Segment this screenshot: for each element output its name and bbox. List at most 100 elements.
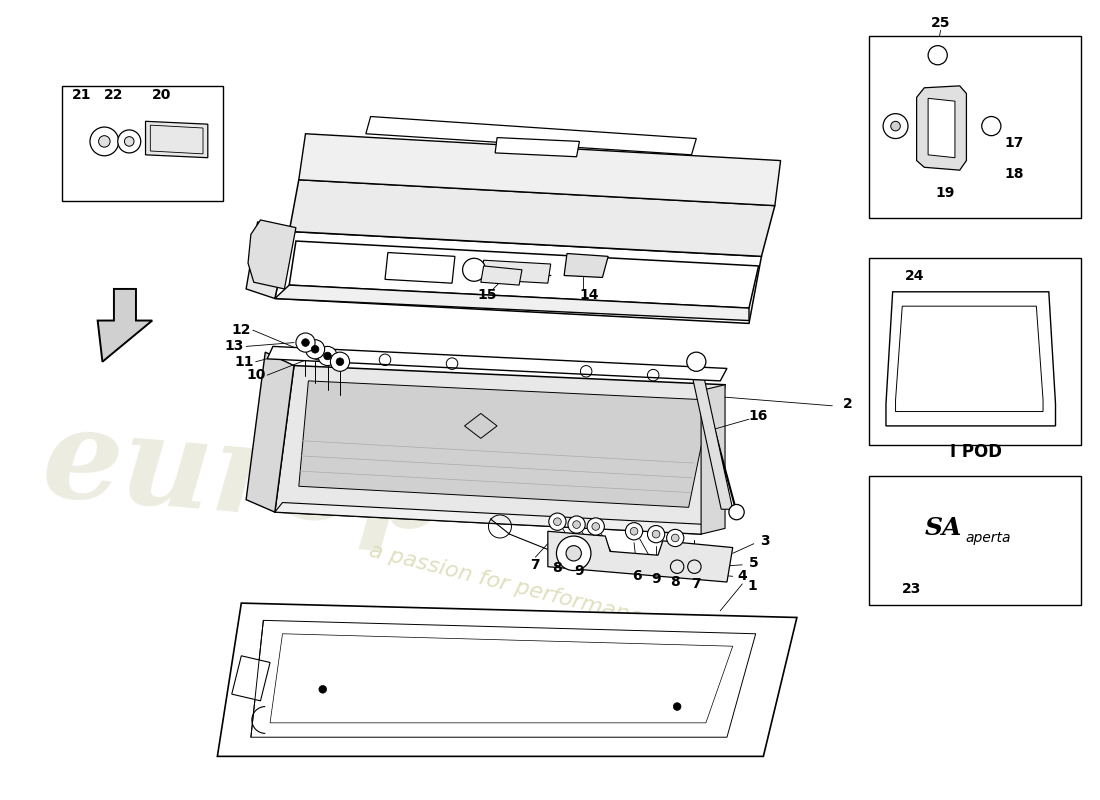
- Text: 9: 9: [574, 563, 584, 578]
- Text: 23: 23: [902, 582, 922, 596]
- Text: 7: 7: [530, 558, 540, 572]
- Polygon shape: [98, 289, 152, 362]
- Bar: [869, 476, 1081, 605]
- Text: europ: europ: [39, 400, 454, 557]
- Bar: [869, 258, 1081, 445]
- Circle shape: [686, 352, 706, 371]
- Polygon shape: [267, 346, 727, 381]
- Polygon shape: [275, 502, 707, 534]
- Text: 3: 3: [760, 534, 770, 548]
- Circle shape: [667, 530, 684, 546]
- Text: 6: 6: [632, 570, 641, 583]
- Text: a passion for performance 1985: a passion for performance 1985: [367, 541, 718, 646]
- Text: 18: 18: [1004, 167, 1024, 181]
- Circle shape: [296, 333, 315, 352]
- Text: I POD: I POD: [950, 442, 1002, 461]
- Text: 21: 21: [72, 89, 91, 102]
- Text: 8: 8: [552, 561, 562, 574]
- Polygon shape: [366, 117, 696, 155]
- Polygon shape: [289, 180, 774, 256]
- Text: 11: 11: [234, 354, 254, 369]
- Circle shape: [99, 136, 110, 147]
- Circle shape: [891, 122, 900, 131]
- Circle shape: [118, 130, 141, 153]
- Text: SA: SA: [925, 516, 962, 540]
- Text: 12: 12: [232, 323, 251, 337]
- Text: 17: 17: [1004, 136, 1024, 150]
- Polygon shape: [886, 292, 1056, 426]
- Circle shape: [648, 526, 664, 542]
- Polygon shape: [481, 260, 551, 283]
- Polygon shape: [275, 231, 761, 323]
- Text: 14: 14: [580, 288, 598, 302]
- Circle shape: [124, 137, 134, 146]
- Text: 5: 5: [749, 556, 759, 570]
- Text: 19: 19: [936, 186, 955, 200]
- Text: 4: 4: [737, 570, 747, 583]
- Polygon shape: [289, 241, 759, 308]
- Polygon shape: [916, 86, 967, 170]
- Text: 24: 24: [905, 269, 924, 282]
- Text: 13: 13: [224, 339, 244, 354]
- Polygon shape: [385, 253, 455, 283]
- Circle shape: [626, 522, 642, 540]
- Polygon shape: [691, 369, 733, 510]
- Circle shape: [592, 522, 600, 530]
- Text: 25: 25: [931, 16, 950, 30]
- Circle shape: [553, 518, 561, 526]
- Bar: [869, 36, 1081, 218]
- Circle shape: [630, 527, 638, 535]
- Circle shape: [318, 346, 337, 366]
- Polygon shape: [246, 352, 294, 512]
- Text: 15: 15: [477, 288, 497, 302]
- Text: 10: 10: [246, 368, 265, 382]
- Circle shape: [573, 521, 581, 528]
- Polygon shape: [218, 603, 796, 756]
- Circle shape: [673, 702, 681, 710]
- Circle shape: [568, 516, 585, 533]
- Polygon shape: [701, 385, 725, 534]
- Circle shape: [306, 340, 324, 359]
- Circle shape: [982, 117, 1001, 136]
- Circle shape: [319, 686, 327, 693]
- Circle shape: [883, 114, 908, 138]
- Circle shape: [301, 338, 309, 346]
- Circle shape: [566, 546, 582, 561]
- Polygon shape: [246, 222, 289, 298]
- Text: aperta: aperta: [966, 531, 1011, 545]
- Polygon shape: [248, 220, 296, 289]
- Text: 22: 22: [104, 89, 123, 102]
- Polygon shape: [564, 254, 608, 278]
- Text: 16: 16: [749, 410, 768, 423]
- Circle shape: [323, 352, 331, 360]
- Polygon shape: [299, 134, 781, 206]
- Text: 8: 8: [670, 575, 680, 589]
- Circle shape: [928, 46, 947, 65]
- Polygon shape: [299, 381, 711, 507]
- Text: 2: 2: [843, 397, 852, 411]
- Polygon shape: [928, 98, 955, 158]
- Circle shape: [652, 530, 660, 538]
- Polygon shape: [232, 656, 271, 701]
- Circle shape: [330, 352, 350, 371]
- Polygon shape: [275, 285, 749, 321]
- Polygon shape: [481, 266, 522, 285]
- Text: 20: 20: [152, 89, 172, 102]
- Text: 1: 1: [747, 579, 757, 593]
- Circle shape: [90, 127, 119, 156]
- Circle shape: [557, 536, 591, 570]
- Circle shape: [549, 513, 566, 530]
- Text: 7: 7: [692, 577, 701, 591]
- Circle shape: [311, 346, 319, 353]
- Text: 9: 9: [651, 572, 661, 586]
- Polygon shape: [145, 122, 208, 158]
- Circle shape: [671, 534, 679, 542]
- Circle shape: [337, 358, 344, 366]
- Polygon shape: [495, 138, 580, 157]
- Polygon shape: [548, 531, 733, 582]
- Polygon shape: [275, 366, 725, 534]
- Circle shape: [463, 258, 485, 282]
- Circle shape: [587, 518, 604, 535]
- Circle shape: [729, 505, 745, 520]
- Bar: [63, 86, 223, 201]
